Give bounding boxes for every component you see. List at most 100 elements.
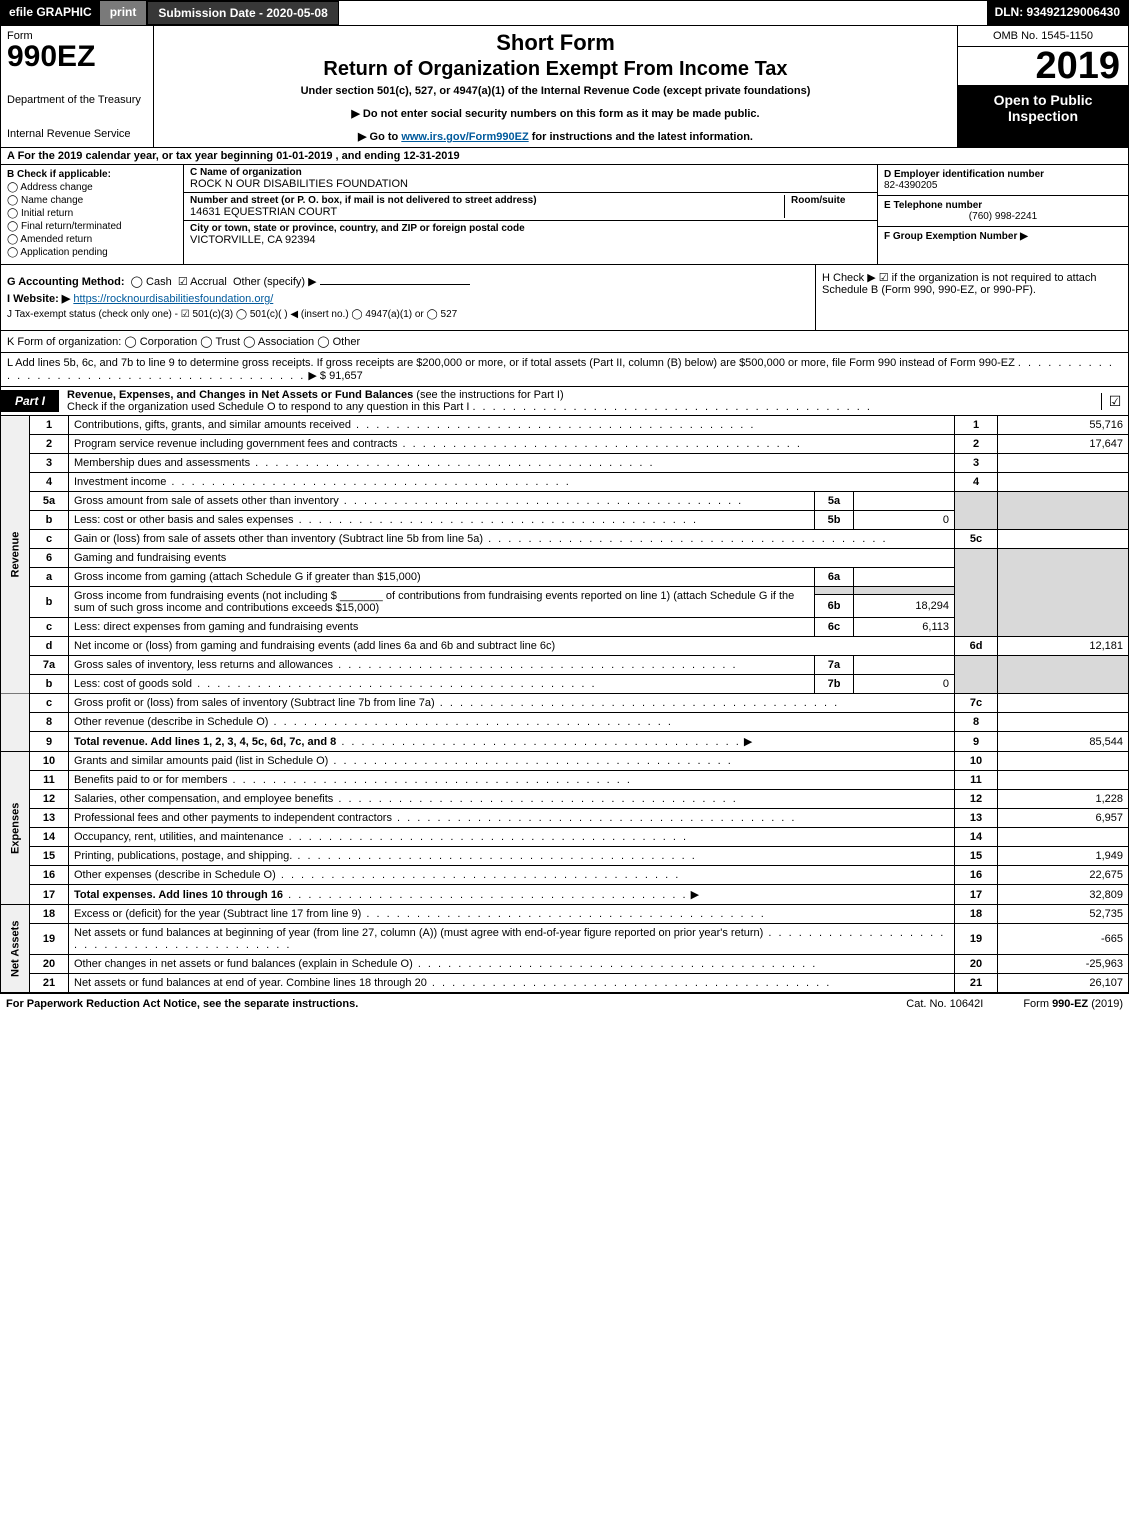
group-exemption-label: F Group Exemption Number ▶: [884, 231, 1122, 242]
side-expenses: Expenses: [1, 752, 30, 905]
l5a-subval: [854, 492, 955, 511]
l15-amt: 1,949: [998, 847, 1129, 866]
l19-desc: Net assets or fund balances at beginning…: [69, 924, 955, 955]
l9-desc: Total revenue. Add lines 1, 2, 3, 4, 5c,…: [69, 732, 955, 752]
l6-num: 6: [30, 549, 69, 568]
l6d-amt: 12,181: [998, 637, 1129, 656]
part1-instr: (see the instructions for Part I): [416, 389, 563, 401]
l6-greyamt: [998, 549, 1129, 637]
l6a-num: a: [30, 568, 69, 587]
col-b-checkboxes: B Check if applicable: ◯ Address change …: [1, 165, 184, 264]
chk-final-return[interactable]: ◯ Final return/terminated: [7, 221, 177, 232]
chk-address-change[interactable]: ◯ Address change: [7, 182, 177, 193]
header-right: OMB No. 1545-1150 2019 Open to Public In…: [957, 26, 1128, 147]
side-revenue2: [1, 694, 30, 752]
row-l-arrow: ▶: [308, 370, 316, 382]
l19-amt: -665: [998, 924, 1129, 955]
chk-initial-return[interactable]: ◯ Initial return: [7, 208, 177, 219]
header-center: Short Form Return of Organization Exempt…: [154, 26, 957, 147]
l17-num: 17: [30, 885, 69, 905]
l4-num: 4: [30, 473, 69, 492]
part1-checkbox[interactable]: ☑: [1101, 393, 1128, 410]
l14-amt: [998, 828, 1129, 847]
footer-right: Form 990-EZ (2019): [1023, 998, 1123, 1010]
chk-amended-return[interactable]: ◯ Amended return: [7, 234, 177, 245]
l17-col: 17: [955, 885, 998, 905]
footer: For Paperwork Reduction Act Notice, see …: [0, 993, 1129, 1014]
l16-desc: Other expenses (describe in Schedule O): [69, 866, 955, 885]
l20-desc: Other changes in net assets or fund bala…: [69, 955, 955, 974]
l21-amt: 26,107: [998, 974, 1129, 993]
chk-name-change[interactable]: ◯ Name change: [7, 195, 177, 206]
part1-title: Revenue, Expenses, and Changes in Net As…: [59, 387, 1101, 415]
l9-num: 9: [30, 732, 69, 752]
l16-col: 16: [955, 866, 998, 885]
note-goto-pre: ▶ Go to: [358, 131, 401, 143]
ein-row: D Employer identification number 82-4390…: [878, 165, 1128, 196]
g-other: Other (specify) ▶: [233, 276, 317, 288]
l10-num: 10: [30, 752, 69, 771]
chk-application-pending[interactable]: ◯ Application pending: [7, 247, 177, 258]
short-form-title: Short Form: [162, 30, 949, 56]
l6-grey: [955, 549, 998, 637]
l1-num: 1: [30, 416, 69, 435]
side-revenue: Revenue: [1, 416, 30, 694]
line-g: G Accounting Method: ◯ Cash ☑ Accrual Ot…: [7, 275, 809, 288]
l5c-desc: Gain or (loss) from sale of assets other…: [69, 530, 955, 549]
part1-header: Part I Revenue, Expenses, and Changes in…: [0, 387, 1129, 416]
header-left: Form 990EZ Department of the Treasury In…: [1, 26, 154, 147]
main-title: Return of Organization Exempt From Incom…: [162, 58, 949, 81]
l17-amt: 32,809: [998, 885, 1129, 905]
c-city-label: City or town, state or province, country…: [190, 223, 871, 234]
l11-num: 11: [30, 771, 69, 790]
l10-col: 10: [955, 752, 998, 771]
l5a-desc: Gross amount from sale of assets other t…: [69, 492, 815, 511]
section-ghij: G Accounting Method: ◯ Cash ☑ Accrual Ot…: [0, 265, 1129, 331]
l13-desc: Professional fees and other payments to …: [69, 809, 955, 828]
irs-link[interactable]: www.irs.gov/Form990EZ: [401, 131, 528, 143]
l18-desc: Excess or (deficit) for the year (Subtra…: [69, 905, 955, 924]
note-ssn: ▶ Do not enter social security numbers o…: [162, 107, 949, 120]
footer-left: For Paperwork Reduction Act Notice, see …: [6, 998, 866, 1010]
l5b-num: b: [30, 511, 69, 530]
ghij-right: H Check ▶ ☑ if the organization is not r…: [815, 265, 1128, 330]
l16-num: 16: [30, 866, 69, 885]
l12-desc: Salaries, other compensation, and employ…: [69, 790, 955, 809]
l6b-num: b: [30, 587, 69, 618]
phone-label: E Telephone number: [884, 200, 1122, 211]
l15-col: 15: [955, 847, 998, 866]
l6b-sub: 6b: [815, 595, 854, 618]
g-other-blank: [320, 284, 470, 285]
l5-greyamt: [998, 492, 1129, 530]
ein-value: 82-4390205: [884, 180, 1122, 191]
l18-num: 18: [30, 905, 69, 924]
l5-grey: [955, 492, 998, 530]
l1-amt: 55,716: [998, 416, 1129, 435]
l15-desc: Printing, publications, postage, and shi…: [69, 847, 955, 866]
line-h: H Check ▶ ☑ if the organization is not r…: [822, 271, 1122, 296]
l8-num: 8: [30, 713, 69, 732]
l5b-sub: 5b: [815, 511, 854, 530]
subtitle: Under section 501(c), 527, or 4947(a)(1)…: [162, 85, 949, 97]
l17-desc: Total expenses. Add lines 10 through 16 …: [69, 885, 955, 905]
l8-amt: [998, 713, 1129, 732]
part1-label: Part I: [1, 390, 59, 412]
row-a-tax-year: A For the 2019 calendar year, or tax yea…: [0, 148, 1129, 165]
l3-amt: [998, 454, 1129, 473]
dln-label: DLN: 93492129006430: [987, 1, 1128, 25]
i-label: I Website: ▶: [7, 293, 70, 305]
l2-desc: Program service revenue including govern…: [69, 435, 955, 454]
l1-col: 1: [955, 416, 998, 435]
l15-num: 15: [30, 847, 69, 866]
revenue-table: Revenue 1 Contributions, gifts, grants, …: [0, 416, 1129, 993]
website-link[interactable]: https://rocknourdisabilitiesfoundation.o…: [73, 293, 273, 305]
g-accrual: Accrual: [190, 276, 227, 288]
room-label: Room/suite: [791, 195, 871, 206]
line-i: I Website: ▶ https://rocknourdisabilitie…: [7, 292, 809, 305]
l6d-desc: Net income or (loss) from gaming and fun…: [69, 637, 955, 656]
phone-value: (760) 998-2241: [884, 211, 1122, 222]
l5c-amt: [998, 530, 1129, 549]
print-button[interactable]: print: [100, 1, 148, 25]
ein-label: D Employer identification number: [884, 169, 1122, 180]
l16-amt: 22,675: [998, 866, 1129, 885]
